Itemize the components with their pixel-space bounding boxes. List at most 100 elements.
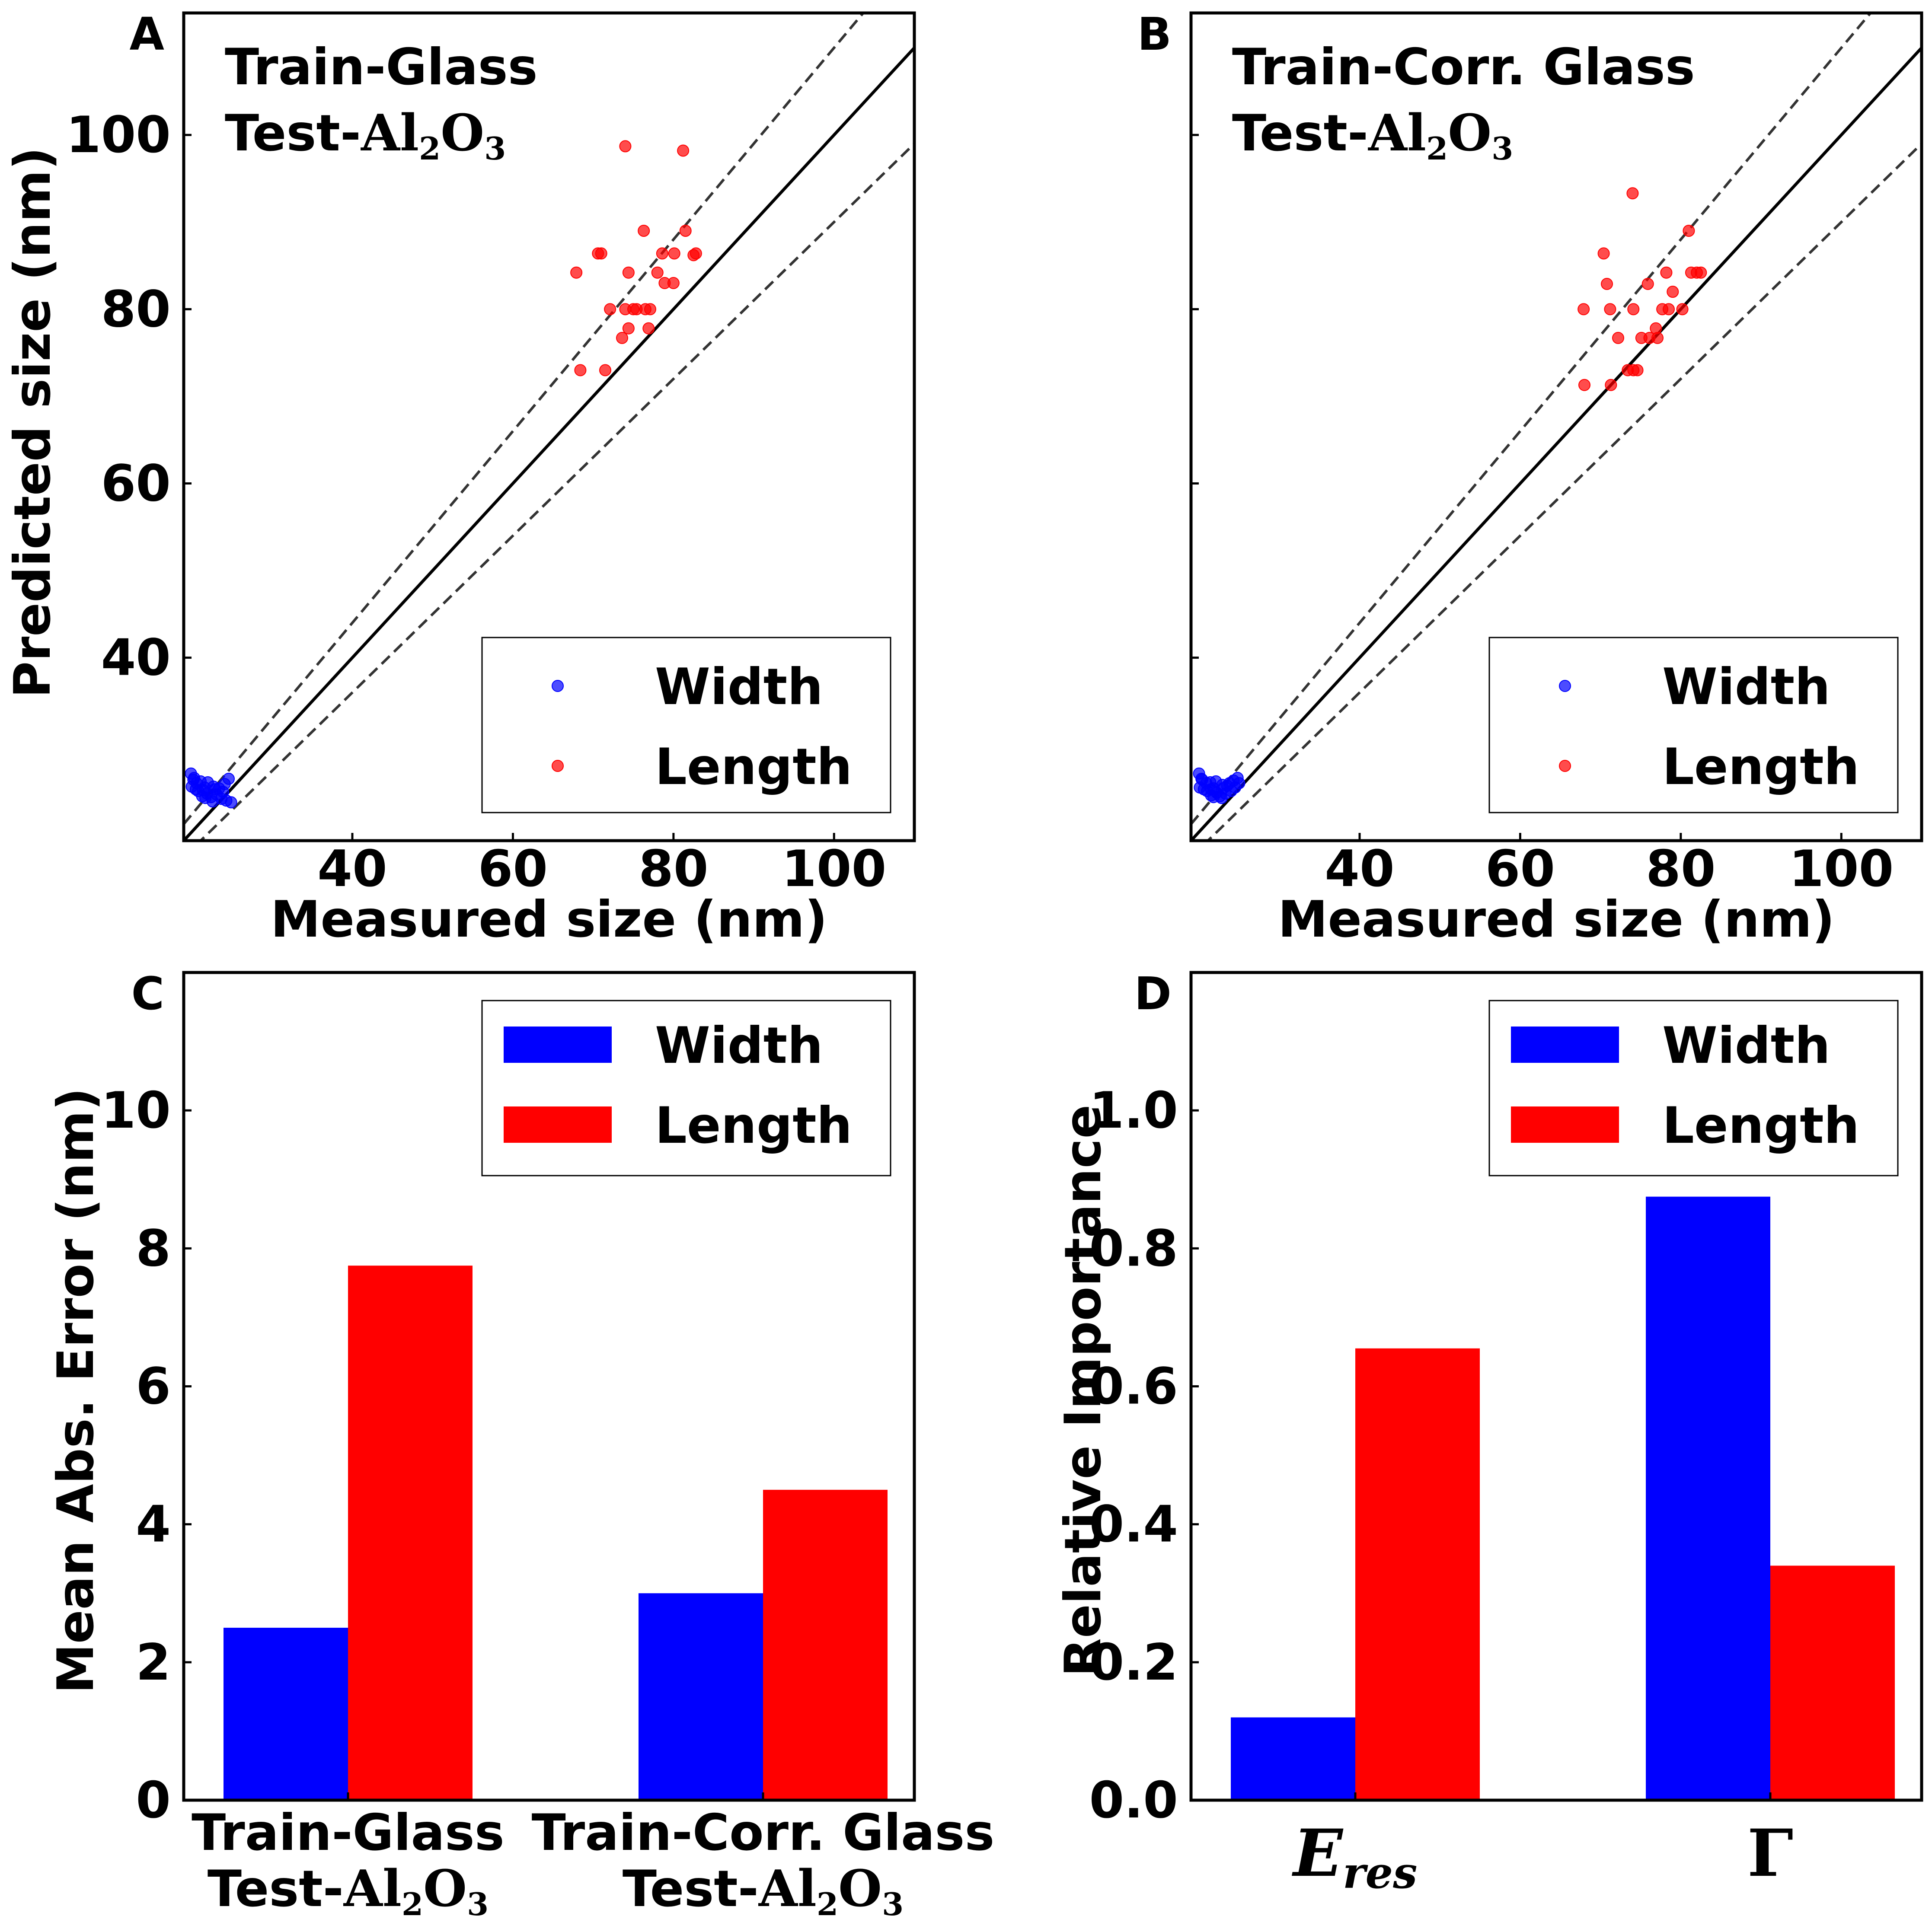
length-point [668, 247, 680, 260]
legend-marker-length [1559, 760, 1571, 772]
panel-c-bar-chart: 0246810Train-GlassTest-Al2O3Train-Corr. … [47, 967, 994, 1922]
x-tick-label: 60 [478, 840, 548, 898]
legend-label-length: Length [1662, 1097, 1859, 1155]
length-point [1667, 286, 1679, 298]
axes-frame [1189, 11, 1923, 842]
length-point [644, 303, 656, 316]
length-point [677, 144, 690, 157]
length-point [1663, 303, 1675, 316]
length-point [1651, 332, 1664, 344]
x-axis-label: Measured size (nm) [271, 890, 827, 949]
legend-label-length: Length [655, 738, 852, 796]
formula-subscript: 3 [467, 1886, 489, 1922]
width-bar [639, 1593, 763, 1800]
formula-element: Al [1368, 104, 1426, 163]
x-category-label-line-2: Test-Al2O3 [208, 1859, 489, 1922]
formula-subscript: 3 [484, 130, 506, 167]
length-bar [763, 1489, 888, 1800]
y-tick-label: 0.4 [1089, 1495, 1178, 1554]
panel-letter: D [1134, 967, 1172, 1020]
length-point [1601, 277, 1613, 290]
length-point [570, 266, 583, 279]
width-bar [1231, 1717, 1355, 1800]
length-point [1578, 379, 1590, 391]
y-tick-label: 60 [101, 455, 171, 513]
formula-subscript: 2 [419, 130, 441, 167]
y-tick-label: 40 [101, 629, 171, 687]
plot-area [1191, 13, 1922, 841]
x-axis-label: Measured size (nm) [1278, 890, 1835, 949]
length-point [1695, 266, 1707, 279]
x-tick-label: 80 [639, 840, 708, 898]
annotation-prefix: Test- [225, 104, 361, 163]
length-point [1683, 224, 1695, 237]
y-tick-label: 6 [136, 1358, 171, 1416]
y-tick-label: 0.0 [1089, 1771, 1178, 1830]
x-category-label-line-2: Test-Al2O3 [623, 1859, 904, 1922]
length-point [1605, 379, 1617, 391]
length-point [642, 322, 655, 335]
legend-swatch-width [1511, 1027, 1619, 1063]
legend-box [1488, 637, 1899, 813]
y-axis-label: Predicted size (nm) [3, 147, 62, 698]
y-tick-label: 8 [136, 1219, 171, 1278]
formula-element: Al [343, 1859, 402, 1918]
length-point [599, 364, 611, 376]
width-point [187, 773, 200, 786]
width-point [1195, 772, 1208, 785]
category-prefix: Test- [208, 1860, 344, 1918]
length-point [622, 322, 635, 335]
category-symbol: E [1292, 1815, 1344, 1891]
formula-element: Al [361, 104, 419, 163]
legend-label-width: Width [1662, 658, 1830, 716]
y-tick-label: 10 [101, 1081, 171, 1140]
identity-line [1191, 45, 1922, 841]
formula-element: O [838, 1859, 882, 1918]
formula-element: O [1448, 104, 1491, 163]
width-point [1205, 783, 1217, 796]
width-point [1216, 778, 1229, 791]
formula-subscript: 2 [402, 1886, 423, 1922]
series-width [1193, 767, 1245, 804]
legend-label-width: Width [655, 1017, 823, 1075]
formula-element: O [441, 104, 484, 163]
annotation-line-1: Train-Glass [225, 38, 538, 96]
y-tick-label: 2 [136, 1633, 171, 1692]
x-category-label-line-1: Train-Glass [192, 1804, 505, 1862]
length-point [667, 277, 680, 289]
width-bar [224, 1628, 348, 1800]
legend-swatch-width [504, 1027, 612, 1063]
lower-band-line [1206, 142, 1922, 841]
x-category-label-line-1: Train-Corr. Glass [532, 1804, 995, 1862]
legend-swatch-length [1511, 1106, 1619, 1143]
x-category-symbol: Γ [1747, 1815, 1794, 1891]
legend-label-length: Length [655, 1097, 852, 1155]
length-point [1676, 303, 1689, 316]
legend-swatch-length [504, 1106, 612, 1143]
x-tick-label: 100 [1789, 840, 1894, 898]
panel-d-bar-chart: 0.0 0.2 0.4 0.6 0.8 1.0 Eres Γ Relative Importan… [1054, 967, 1923, 1898]
length-point [1597, 247, 1610, 260]
y-tick-label: 1.0 [1089, 1081, 1178, 1140]
annotation-prefix: Test- [1232, 104, 1368, 163]
y-tick-label: 0 [136, 1771, 171, 1830]
y-tick-label: 100 [66, 106, 171, 164]
category-symbol: Γ [1747, 1815, 1794, 1891]
lower-band-line [198, 142, 914, 841]
width-point [223, 772, 235, 785]
legend-marker-length [552, 760, 564, 772]
y-axis-label: Mean Abs. Error (nm) [47, 1087, 105, 1693]
width-point [1215, 792, 1228, 804]
length-point [595, 247, 607, 260]
length-point [1627, 303, 1640, 316]
series-width [185, 767, 237, 809]
length-point [1612, 332, 1624, 344]
y-tick-label: 0.2 [1089, 1633, 1178, 1692]
length-point [619, 140, 632, 153]
length-point [651, 266, 664, 279]
length-point [1626, 187, 1639, 200]
x-tick-label: 80 [1646, 840, 1715, 898]
length-point [656, 247, 668, 260]
